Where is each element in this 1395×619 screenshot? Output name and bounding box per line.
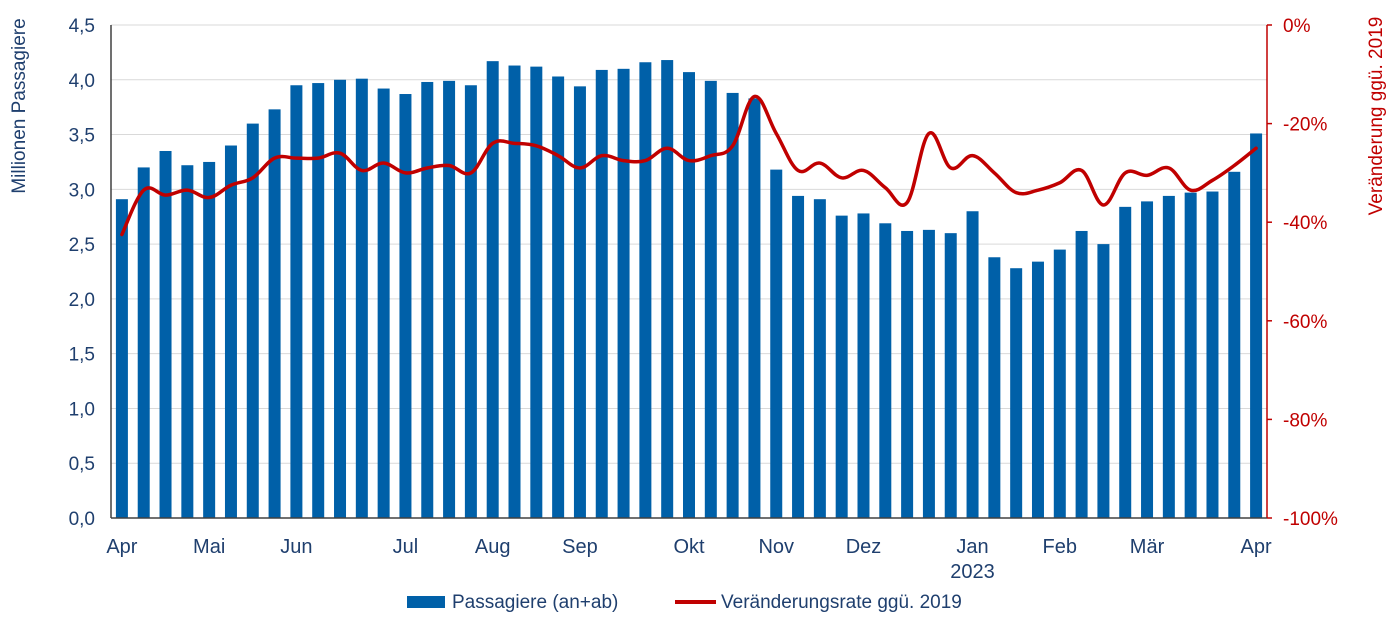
bar <box>792 195 805 518</box>
y2-tick-label: -60% <box>1283 312 1327 333</box>
bar <box>224 145 237 518</box>
bar <box>530 66 543 519</box>
bar <box>421 81 434 519</box>
bar <box>922 229 935 518</box>
bar <box>464 85 477 518</box>
legend-swatch-bars <box>407 596 445 608</box>
bar <box>508 65 521 518</box>
bar <box>1162 195 1175 518</box>
y-tick-label: 1,5 <box>69 345 95 366</box>
bar <box>334 79 347 519</box>
x-tick-label: Jan <box>956 536 988 558</box>
legend: Passagiere (an+ab) Veränderungsrate ggü.… <box>407 592 962 613</box>
y2-tick-label: -80% <box>1283 410 1327 431</box>
bar <box>399 94 412 519</box>
bar <box>988 257 1001 518</box>
bar <box>443 80 456 518</box>
x-tick-label: Jul <box>393 536 419 558</box>
bar <box>661 60 674 519</box>
bar <box>617 68 630 519</box>
bar <box>1250 133 1263 518</box>
bar <box>246 123 259 518</box>
bar <box>268 109 281 518</box>
y-tick-label: 1,0 <box>69 399 95 420</box>
bar <box>835 215 848 519</box>
line-series <box>120 94 1258 237</box>
y-tick-label: 2,0 <box>69 290 95 311</box>
bar <box>355 78 368 518</box>
bar <box>1206 191 1219 518</box>
y2-axis-title: Veränderung ggü. 2019 <box>1366 17 1387 216</box>
bar-series <box>115 60 1263 519</box>
legend-label-bars: Passagiere (an+ab) <box>452 592 618 613</box>
bar <box>552 76 565 518</box>
y-tick-label: 0,5 <box>69 454 95 475</box>
bar <box>312 83 325 518</box>
bar <box>1097 244 1110 518</box>
bar <box>1141 201 1154 518</box>
bar <box>639 62 652 518</box>
x-tick-label: Mär <box>1130 536 1165 558</box>
bar <box>595 69 608 518</box>
bar <box>966 211 979 518</box>
bar <box>137 167 150 518</box>
bar <box>770 169 783 518</box>
y-tick-label: 4,0 <box>69 71 95 92</box>
bar <box>1010 268 1023 518</box>
x-tick-label: Apr <box>106 536 137 558</box>
bar <box>203 161 216 518</box>
x-tick-label: Dez <box>846 536 882 558</box>
x-tick-label: Okt <box>673 536 705 558</box>
y-tick-label: 3,5 <box>69 126 95 147</box>
y-tick-label: 3,0 <box>69 180 95 201</box>
y-axis-title: Millionen Passagiere <box>9 18 30 193</box>
y2-tick-label: -100% <box>1283 509 1338 530</box>
bar <box>683 72 695 518</box>
y-tick-label: 2,5 <box>69 235 95 256</box>
bar <box>290 85 303 518</box>
bar <box>486 61 499 519</box>
y-tick-label: 0,0 <box>69 509 95 530</box>
x-tick-label: Nov <box>758 536 794 558</box>
y2-tick-label: -20% <box>1283 115 1327 136</box>
x-tick-label: Aug <box>475 536 511 558</box>
bar <box>1053 249 1066 519</box>
bar <box>1075 230 1088 518</box>
bar <box>181 165 194 518</box>
legend-label-line: Veränderungsrate ggü. 2019 <box>721 592 962 613</box>
y-tick-label: 4,5 <box>69 16 95 37</box>
bar <box>159 150 172 518</box>
bar <box>944 233 957 518</box>
bar <box>1031 261 1044 518</box>
bar <box>901 230 914 518</box>
bar <box>1228 171 1241 518</box>
y2-tick-label: 0% <box>1283 16 1311 37</box>
bar <box>726 92 739 519</box>
x-tick-label: Apr <box>1241 536 1272 558</box>
bar <box>704 80 717 518</box>
axes <box>110 25 1268 519</box>
left-axis-ticks: 0,0 0,5 1,0 1,5 2,0 2,5 3,0 3,5 4,0 4,5 <box>69 16 95 530</box>
x-tick-label: Jun <box>280 536 312 558</box>
bar <box>1119 206 1132 518</box>
x-year-label: 2023 <box>950 561 995 583</box>
line-path <box>120 94 1258 237</box>
x-tick-label: Sep <box>562 536 598 558</box>
y2-tick-label: -40% <box>1283 213 1327 234</box>
bar <box>1184 192 1197 518</box>
x-tick-label: Mai <box>193 536 225 558</box>
right-axis-ticks: -100% -80% -60% -40% -20% 0% <box>1267 16 1338 530</box>
bar <box>879 223 892 518</box>
bar <box>748 98 761 518</box>
x-tick-label: Feb <box>1043 536 1077 558</box>
bar <box>115 199 128 518</box>
bar <box>813 199 826 518</box>
x-axis-ticks: Apr Mai Jun Jul Aug Sep Okt Nov Dez Jan Feb Mär Apr 2… <box>106 536 1272 583</box>
bar <box>857 213 870 519</box>
bar <box>573 86 586 519</box>
bar <box>377 88 390 518</box>
